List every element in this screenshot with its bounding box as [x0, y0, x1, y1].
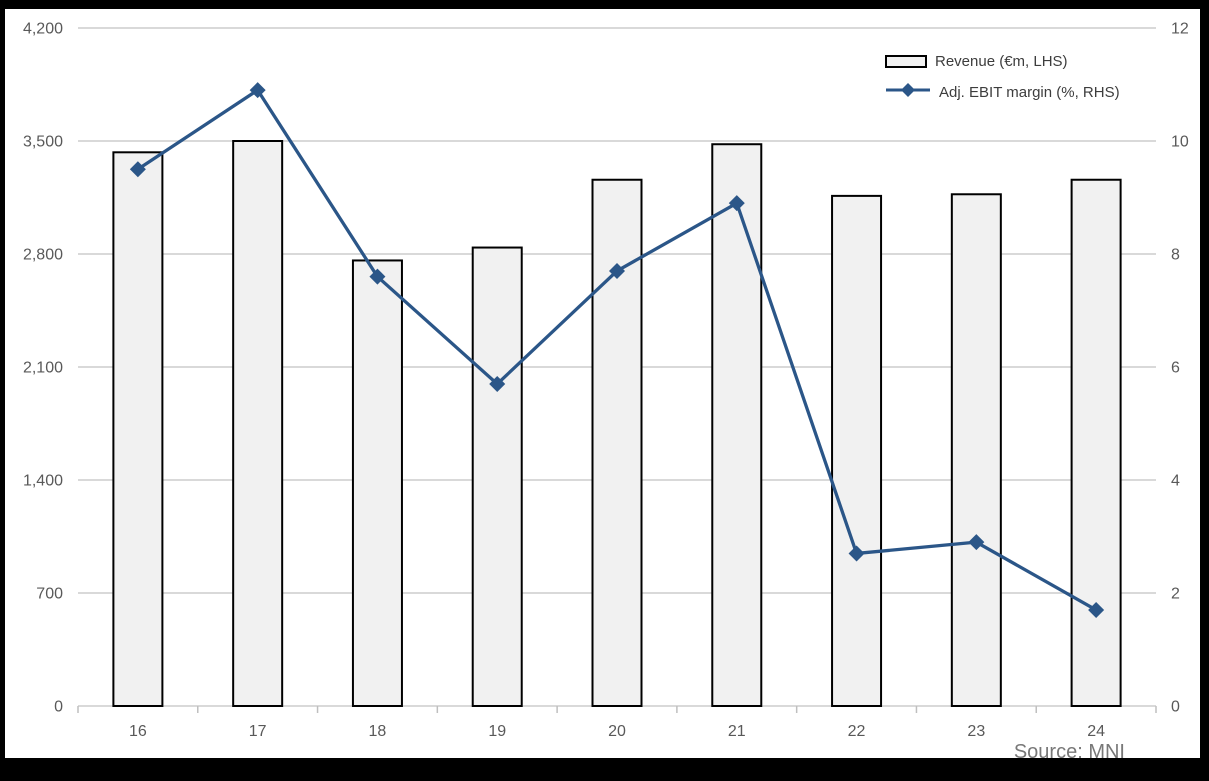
ebit-margin-marker-16 — [129, 161, 146, 178]
revenue-bar-23 — [950, 193, 1002, 707]
y-axis-label-right: 4 — [1171, 473, 1180, 490]
x-axis-label: 21 — [728, 723, 746, 740]
x-axis-label: 20 — [608, 723, 626, 740]
x-axis-label: 19 — [488, 723, 506, 740]
ebit-margin-marker-18 — [369, 268, 386, 285]
revenue-bar-21 — [711, 143, 763, 707]
y-axis-label-left: 4,200 — [23, 21, 63, 38]
ebit-margin-marker-22 — [848, 545, 865, 562]
x-axis-label: 24 — [1087, 723, 1105, 740]
y-axis-label-left: 1,400 — [23, 473, 63, 490]
revenue-bar-20 — [591, 178, 643, 707]
x-axis-label: 22 — [848, 723, 866, 740]
y-axis-label-right: 6 — [1171, 360, 1180, 377]
revenue-bar-22 — [831, 194, 883, 707]
legend-label-revenue: Revenue (€m, LHS) — [935, 53, 1068, 70]
bar-swatch-icon — [885, 55, 927, 68]
revenue-bar-24 — [1070, 178, 1122, 707]
ebit-margin-marker-24 — [1088, 601, 1105, 618]
ebit-margin-marker-21 — [728, 195, 745, 212]
y-axis-label-left: 2,100 — [23, 360, 63, 377]
revenue-bar-17 — [232, 140, 284, 707]
y-axis-label-right: 10 — [1171, 134, 1189, 151]
y-axis-label-right: 2 — [1171, 586, 1180, 603]
y-axis-label-left: 0 — [54, 699, 63, 716]
y-axis-label-right: 8 — [1171, 247, 1180, 264]
ebit-margin-marker-20 — [609, 262, 625, 279]
revenue-bar-16 — [112, 151, 164, 708]
y-axis-label-right: 0 — [1171, 699, 1180, 716]
revenue-bar-18 — [351, 259, 403, 707]
legend-item-ebit-margin: Adj. EBIT margin (%, RHS) — [885, 77, 1120, 108]
line-marker-swatch-icon — [885, 82, 931, 103]
ebit-margin-marker-17 — [249, 82, 266, 99]
x-axis-label: 23 — [967, 723, 985, 740]
x-axis-label: 16 — [129, 723, 147, 740]
x-axis-label: 18 — [369, 723, 387, 740]
chart-legend: Revenue (€m, LHS) Adj. EBIT margin (%, R… — [885, 46, 1120, 108]
legend-item-revenue: Revenue (€m, LHS) — [885, 46, 1120, 77]
ebit-margin-marker-19 — [489, 375, 506, 392]
y-axis-label-right: 12 — [1171, 21, 1189, 38]
ebit-margin-marker-23 — [968, 534, 985, 551]
x-axis-label: 17 — [249, 723, 267, 740]
source-note: Source: MNI — [1013, 741, 1125, 763]
legend-label-ebit-margin: Adj. EBIT margin (%, RHS) — [939, 84, 1120, 101]
y-axis-label-left: 3,500 — [23, 134, 63, 151]
y-axis-label-left: 2,800 — [23, 247, 63, 264]
revenue-bar-19 — [471, 246, 523, 708]
y-axis-label-left: 700 — [36, 586, 63, 603]
